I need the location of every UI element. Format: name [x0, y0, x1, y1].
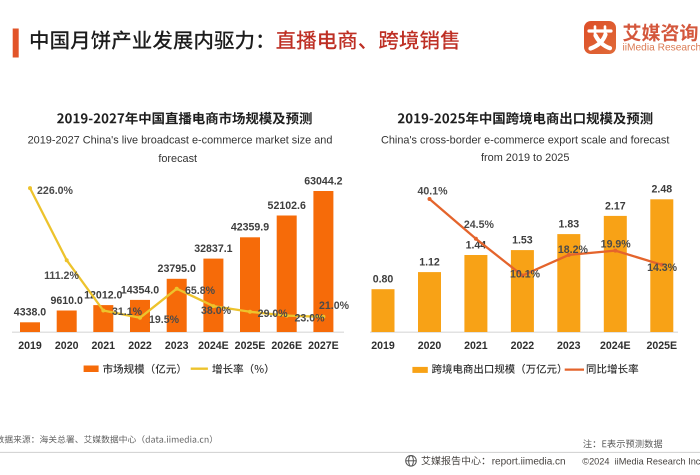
svg-text:111.2%: 111.2%: [44, 270, 79, 282]
svg-text:42359.9: 42359.9: [231, 222, 269, 234]
svg-text:China's cross-border e-commerc: China's cross-border e-commerce export s…: [381, 134, 669, 146]
svg-text:1.12: 1.12: [419, 257, 440, 269]
svg-text:32837.1: 32837.1: [194, 243, 232, 255]
svg-text:2023: 2023: [165, 340, 189, 352]
svg-text:from 2019 to 2025: from 2019 to 2025: [481, 152, 569, 164]
svg-text:2021: 2021: [92, 340, 116, 352]
svg-text:0.80: 0.80: [373, 274, 394, 286]
svg-text:2025E: 2025E: [235, 340, 266, 352]
svg-text:65.8%: 65.8%: [185, 285, 216, 297]
svg-text:©2024 iiMedia Research Inc: ©2024 iiMedia Research Inc: [582, 456, 700, 466]
svg-text:2.48: 2.48: [651, 184, 672, 196]
svg-text:52102.6: 52102.6: [268, 200, 306, 212]
svg-text:2022: 2022: [128, 340, 152, 352]
svg-text:2019: 2019: [18, 340, 42, 352]
svg-text:2020: 2020: [418, 340, 442, 352]
svg-text:1.53: 1.53: [512, 235, 533, 247]
svg-text:23795.0: 23795.0: [158, 263, 196, 275]
svg-text:2023: 2023: [557, 340, 581, 352]
svg-text:19.9%: 19.9%: [601, 239, 632, 251]
svg-text:2022: 2022: [511, 340, 535, 352]
svg-text:1.83: 1.83: [558, 219, 579, 231]
svg-text:2027E: 2027E: [308, 340, 339, 352]
svg-text:63044.2: 63044.2: [304, 175, 342, 187]
svg-text:226.0%: 226.0%: [37, 185, 74, 197]
svg-text:10.1%: 10.1%: [510, 269, 541, 281]
svg-text:14354.0: 14354.0: [121, 284, 159, 296]
svg-text:report.iimedia.cn: report.iimedia.cn: [492, 456, 566, 467]
svg-text:23.0%: 23.0%: [294, 312, 325, 324]
svg-text:18.2%: 18.2%: [558, 244, 589, 256]
svg-text:2021: 2021: [464, 340, 488, 352]
svg-text:31.1%: 31.1%: [112, 306, 143, 318]
svg-text:38.0%: 38.0%: [201, 305, 232, 317]
svg-text:forecast: forecast: [158, 153, 197, 165]
svg-text:2025E: 2025E: [646, 340, 677, 352]
svg-text:2019: 2019: [371, 340, 395, 352]
svg-text:24.5%: 24.5%: [464, 219, 495, 231]
svg-text:21.0%: 21.0%: [319, 300, 350, 312]
svg-text:4338.0: 4338.0: [14, 307, 47, 319]
svg-text:14.3%: 14.3%: [647, 262, 678, 274]
svg-text:2.17: 2.17: [605, 200, 626, 212]
svg-text:2024E: 2024E: [198, 340, 229, 352]
svg-text:2024E: 2024E: [600, 340, 631, 352]
svg-text:9610.0: 9610.0: [50, 295, 83, 307]
svg-text:40.1%: 40.1%: [417, 186, 448, 198]
svg-text:iiMedia Research: iiMedia Research: [623, 43, 700, 54]
svg-text:2019-2027 China's live broadca: 2019-2027 China's live broadcast e-comme…: [28, 135, 333, 147]
svg-text:19.5%: 19.5%: [149, 314, 180, 326]
svg-text:29.0%: 29.0%: [258, 308, 289, 320]
svg-text:2026E: 2026E: [271, 340, 302, 352]
svg-text:2020: 2020: [55, 340, 79, 352]
